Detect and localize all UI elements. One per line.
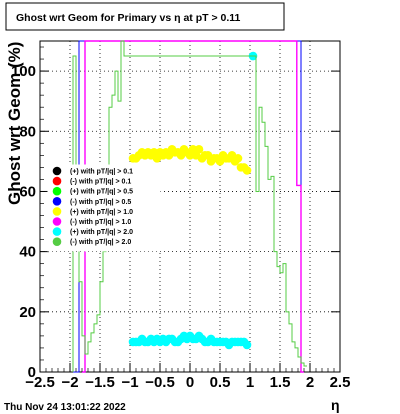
x-tick-label: −1 [121, 374, 138, 391]
x-tick-label: 0.5 [210, 374, 231, 391]
footer-timestamp: Thu Nov 24 13:01:22 2022 [4, 402, 126, 413]
legend-marker [52, 166, 62, 176]
legend-label: (+) with pT/|q| > 0.5 [70, 189, 133, 196]
x-tick-label: −2.5 [25, 374, 55, 391]
legend-label: (-) with pT/|q| > 0.1 [70, 179, 131, 186]
y-tick-label: 100 [11, 63, 36, 80]
chart-title: Ghost wrt Geom for Primary vs η at pT > … [16, 12, 241, 24]
axes: −2.5 −2 −1.5 −1 −0.5 0 0.5 1 1.5 2 2.5 0 20 40 60 80 100 [11, 46, 351, 391]
legend-label: (+) with pT/|q| > 1.0 [70, 209, 133, 216]
y-tick-label: 40 [19, 244, 36, 261]
legend-label: (-) with pT/|q| > 2.0 [70, 239, 131, 246]
y-axis-title: Ghost wrt Geom (%) [5, 42, 24, 205]
legend-marker [52, 217, 62, 226]
legend-label: (+) with pT/|q| > 2.0 [70, 229, 133, 236]
legend-label: (+) with pT/|q| > 0.1 [70, 169, 133, 176]
legend: (+) with pT/|q| > 0.1 (-) with pT/|q| > 0… [47, 164, 161, 252]
data-point [233, 154, 243, 163]
legend-marker [52, 197, 62, 206]
x-tick-label: 1.5 [270, 374, 291, 391]
x-axis-title: η [331, 397, 340, 413]
data-series [72, 40, 307, 373]
y-tick-label: 80 [19, 123, 36, 140]
data-point [242, 340, 252, 350]
y-tick-label: 60 [19, 183, 36, 200]
legend-marker [52, 186, 62, 196]
series-line [72, 40, 307, 372]
x-tick-label: 1 [246, 374, 254, 391]
title-box [5, 2, 285, 31]
data-point [242, 166, 252, 175]
x-tick-label: 2.5 [330, 374, 351, 391]
y-tick-label: 20 [19, 304, 36, 321]
x-tick-label: 0 [186, 374, 194, 391]
data-point [194, 145, 204, 154]
x-tick-label: −1.5 [85, 374, 115, 391]
legend-marker [52, 176, 62, 186]
legend-label: (-) with pT/|q| > 0.5 [70, 199, 131, 206]
legend-marker [52, 237, 62, 246]
series-line [82, 40, 304, 373]
y-tick-label: 0 [28, 364, 36, 381]
legend-marker [52, 227, 62, 236]
x-tick-label: 2 [306, 374, 314, 391]
x-tick-label: −0.5 [145, 374, 175, 391]
legend-marker [52, 207, 62, 216]
legend-label: (-) with pT/|q| > 1.0 [70, 219, 131, 226]
legend-box [47, 164, 161, 252]
x-tick-label: −2 [61, 374, 78, 391]
